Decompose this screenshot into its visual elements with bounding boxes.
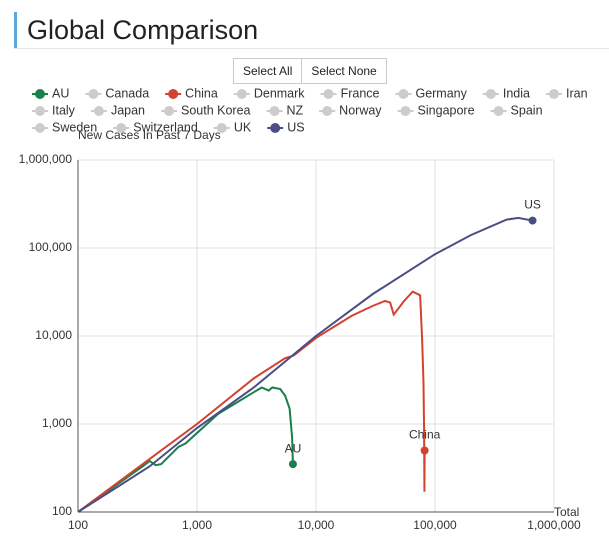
- legend-marker: [88, 89, 99, 99]
- legend-item[interactable]: Canada: [85, 86, 149, 100]
- x-axis-label: Total: [554, 505, 579, 519]
- select-none-button[interactable]: Select None: [302, 58, 387, 84]
- legend-item[interactable]: France: [320, 86, 380, 100]
- legend-marker: [485, 89, 496, 99]
- legend-label: Norway: [339, 103, 382, 117]
- legend-label: Italy: [52, 103, 76, 117]
- legend-item[interactable]: Spain: [490, 103, 543, 117]
- legend-marker: [35, 106, 45, 116]
- legend-marker: [35, 89, 45, 99]
- series-line: [77, 386, 294, 513]
- legend-label: Japan: [111, 103, 145, 117]
- legend-item[interactable]: Japan: [90, 103, 145, 117]
- legend-marker: [164, 106, 174, 116]
- legend-item[interactable]: Switzerland: [113, 120, 198, 134]
- legend-item[interactable]: Germany: [395, 86, 468, 100]
- legend-item[interactable]: US: [267, 120, 305, 134]
- legend-label: Sweden: [52, 120, 97, 134]
- legend-marker: [270, 123, 281, 133]
- end-point: [288, 460, 297, 469]
- button-group: Select All Select None: [233, 58, 387, 84]
- legend-marker: [168, 89, 179, 99]
- y-tick-label: 100: [52, 504, 72, 518]
- divider: [14, 48, 609, 49]
- x-tick-label: 10,000: [298, 518, 335, 532]
- legend-item[interactable]: Norway: [319, 103, 382, 117]
- legend-item[interactable]: Iran: [545, 86, 588, 100]
- select-all-button[interactable]: Select All: [233, 58, 303, 84]
- legend-label: Spain: [511, 103, 543, 117]
- x-tick-label: 100: [68, 518, 88, 532]
- legend-label: Germany: [415, 86, 467, 100]
- legend-marker: [269, 106, 280, 116]
- legend-marker: [216, 123, 227, 133]
- legend-marker: [35, 123, 45, 133]
- series-line: [77, 216, 533, 513]
- legend-marker: [398, 89, 409, 99]
- legend-item[interactable]: NZ: [266, 103, 304, 117]
- y-tick-label: 1,000,000: [19, 152, 73, 166]
- y-tick-label: 10,000: [35, 328, 72, 342]
- end-label: China: [409, 428, 441, 442]
- legend-marker: [323, 89, 334, 99]
- end-label: US: [524, 198, 541, 212]
- end-point: [528, 216, 537, 225]
- x-tick-label: 1,000,000: [527, 518, 581, 532]
- legend-item[interactable]: UK: [213, 120, 252, 134]
- end-label: AU: [285, 441, 302, 455]
- y-axis-label: New Cases In Past 7 Days: [78, 128, 221, 142]
- legend-item[interactable]: India: [482, 86, 530, 100]
- legend-label: South Korea: [181, 103, 251, 117]
- legend-marker: [493, 106, 504, 116]
- y-tick-label: 1,000: [42, 416, 72, 430]
- legend-item[interactable]: Sweden: [32, 120, 97, 134]
- legend-label: France: [341, 86, 380, 100]
- series-line: [77, 290, 426, 513]
- legend: AU Canada China Denmark France Germany India Ir…: [32, 86, 588, 134]
- legend-label: Denmark: [254, 86, 305, 100]
- y-tick-label: 100,000: [29, 240, 73, 254]
- legend-label: China: [185, 86, 218, 100]
- legend-item[interactable]: Singapore: [397, 103, 475, 117]
- legend-marker: [322, 106, 333, 116]
- legend-label: Iran: [566, 86, 588, 100]
- legend-marker: [548, 89, 559, 99]
- legend-label: AU: [52, 86, 69, 100]
- legend-item[interactable]: South Korea: [161, 103, 251, 117]
- legend-label: US: [287, 120, 304, 134]
- legend-label: India: [503, 86, 530, 100]
- legend-label: Singapore: [418, 103, 475, 117]
- legend-label: UK: [234, 120, 252, 134]
- end-point: [420, 446, 429, 455]
- x-tick-label: 100,000: [413, 518, 457, 532]
- legend-item[interactable]: Italy: [32, 103, 76, 117]
- legend-marker: [93, 106, 104, 116]
- legend-marker: [400, 106, 411, 116]
- legend-item[interactable]: AU: [32, 86, 69, 100]
- legend-marker: [236, 89, 247, 99]
- legend-label: NZ: [287, 103, 304, 117]
- x-tick-label: 1,000: [182, 518, 212, 532]
- legend-label: Canada: [105, 86, 149, 100]
- legend-item[interactable]: Denmark: [233, 86, 305, 100]
- legend-item[interactable]: China: [165, 86, 218, 100]
- legend-marker: [116, 123, 127, 133]
- page-title: Global Comparison: [14, 12, 258, 48]
- legend-label: Switzerland: [133, 120, 198, 134]
